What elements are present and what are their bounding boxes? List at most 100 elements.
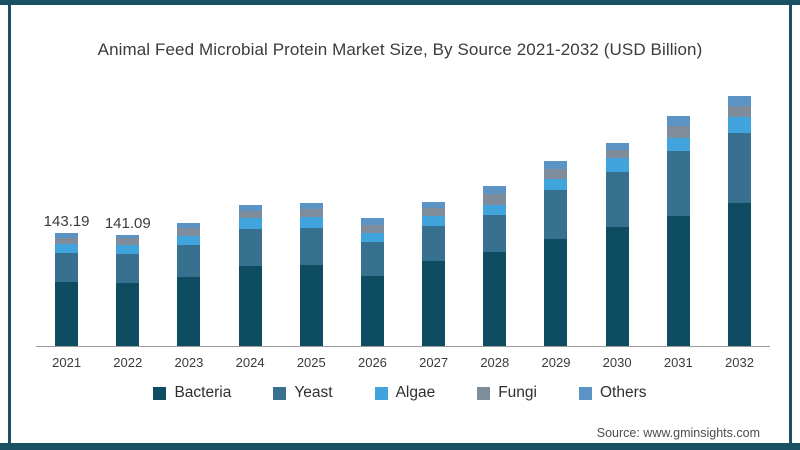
- bar-segment-fungi: [360, 224, 384, 233]
- bar-segment-algae: [422, 216, 446, 226]
- bar-column: [587, 96, 648, 346]
- x-axis-label: 2024: [235, 355, 265, 370]
- bar-column: [709, 96, 770, 346]
- x-axis-label: 2023: [174, 355, 204, 370]
- stacked-bar: [483, 186, 507, 346]
- legend-swatch-icon: [374, 386, 388, 400]
- year-axis: 2021 2022 2023 2024 2025 2026 2027 2028 2029 2030…: [36, 355, 770, 370]
- x-axis-label: 2021: [52, 355, 82, 370]
- legend-item-yeast: Yeast: [273, 384, 333, 402]
- stacked-bar: [177, 223, 201, 346]
- legend-label: Bacteria: [174, 384, 232, 401]
- bar-segment-bacteria: [55, 282, 79, 346]
- bar-segment-fungi: [666, 126, 690, 139]
- bar-segment-others: [177, 223, 201, 229]
- stacked-bar: [727, 96, 751, 346]
- plot-area: 143.19 141.09: [36, 96, 770, 347]
- bar-column: [220, 96, 281, 346]
- chart-title: Animal Feed Microbial Protein Market Siz…: [97, 40, 703, 59]
- bar-segment-yeast: [360, 242, 384, 276]
- bar-segment-algae: [360, 232, 384, 243]
- bar-segment-bacteria: [544, 239, 568, 346]
- x-axis-label: 2022: [113, 355, 143, 370]
- bar-total-label: 143.19: [43, 213, 90, 231]
- bar-segment-fungi: [177, 228, 201, 236]
- x-axis-label: 2031: [663, 355, 693, 370]
- legend: Bacteria Yeast Algae Fungi Others: [0, 384, 800, 402]
- bar-column: 141.09: [97, 96, 158, 346]
- frame-border-bottom: [0, 443, 800, 450]
- bar-segment-bacteria: [360, 276, 384, 346]
- bar-segment-bacteria: [116, 283, 140, 346]
- frame-border-top: [0, 0, 800, 5]
- x-axis-label: 2025: [296, 355, 326, 370]
- bar-column: [525, 96, 586, 346]
- bar-segment-fungi: [55, 237, 79, 245]
- x-axis-label: 2030: [602, 355, 632, 370]
- bar-segment-yeast: [483, 214, 507, 252]
- bar-segment-others: [422, 201, 446, 209]
- bar-segment-fungi: [544, 168, 568, 179]
- bar-segment-yeast: [544, 190, 568, 240]
- bar-segment-yeast: [727, 133, 751, 203]
- bar-column: 143.19: [36, 96, 97, 346]
- bar-segment-bacteria: [727, 203, 751, 346]
- bar-segment-bacteria: [605, 227, 629, 346]
- source-attribution: Source: www.gminsights.com: [596, 426, 760, 440]
- bar-segment-algae: [238, 218, 262, 229]
- x-axis-label: 2026: [357, 355, 387, 370]
- bar-segment-fungi: [238, 210, 262, 219]
- bar-segment-fungi: [299, 208, 323, 217]
- legend-item-algae: Algae: [374, 384, 435, 402]
- legend-swatch-icon: [477, 386, 491, 400]
- stacked-bar: [422, 201, 446, 346]
- bar-segment-yeast: [116, 254, 140, 284]
- stacked-bar: [116, 234, 140, 346]
- bar-segment-yeast: [605, 171, 629, 228]
- bar-segment-algae: [544, 178, 568, 191]
- bar-segment-yeast: [238, 229, 262, 266]
- bar-segment-yeast: [299, 227, 323, 266]
- bar-column: [281, 96, 342, 346]
- x-axis-label: 2032: [725, 355, 754, 370]
- bar-segment-bacteria: [238, 266, 262, 346]
- legend-item-fungi: Fungi: [477, 384, 537, 402]
- bar-segment-algae: [666, 138, 690, 152]
- bar-segment-algae: [177, 235, 201, 245]
- bar-segment-fungi: [116, 238, 140, 245]
- bar-segment-others: [299, 203, 323, 209]
- legend-item-others: Others: [579, 384, 647, 402]
- bar-segment-others: [55, 233, 79, 238]
- bar-column: [158, 96, 219, 346]
- stacked-bar: [360, 218, 384, 346]
- bar-segment-bacteria: [422, 260, 446, 346]
- bar-segment-others: [483, 186, 507, 194]
- frame-border-right: [789, 0, 792, 450]
- stacked-bar: [238, 204, 262, 346]
- stacked-bar: [299, 203, 323, 346]
- bar-segment-yeast: [422, 225, 446, 261]
- x-axis-label: 2028: [480, 355, 510, 370]
- legend-label: Others: [600, 384, 647, 401]
- bar-segment-algae: [727, 117, 751, 133]
- bar-segment-bacteria: [483, 251, 507, 346]
- bar-segment-fungi: [727, 106, 751, 117]
- bar-column: [464, 96, 525, 346]
- legend-swatch-icon: [153, 386, 167, 400]
- bar-segment-yeast: [177, 244, 201, 277]
- bar-segment-algae: [116, 244, 140, 255]
- stacked-bar: [666, 116, 690, 346]
- bar-segment-algae: [55, 244, 79, 253]
- legend-item-bacteria: Bacteria: [153, 384, 231, 402]
- bar-segment-fungi: [483, 193, 507, 205]
- stacked-bar: [55, 233, 79, 346]
- bar-segment-others: [605, 143, 629, 151]
- bar-segment-others: [238, 204, 262, 211]
- bar-segment-bacteria: [177, 276, 201, 346]
- bar-segment-algae: [605, 158, 629, 172]
- plot-columns: 143.19 141.09: [36, 96, 770, 346]
- bar-segment-others: [116, 234, 140, 239]
- legend-swatch-icon: [579, 386, 592, 400]
- bar-column: [342, 96, 403, 346]
